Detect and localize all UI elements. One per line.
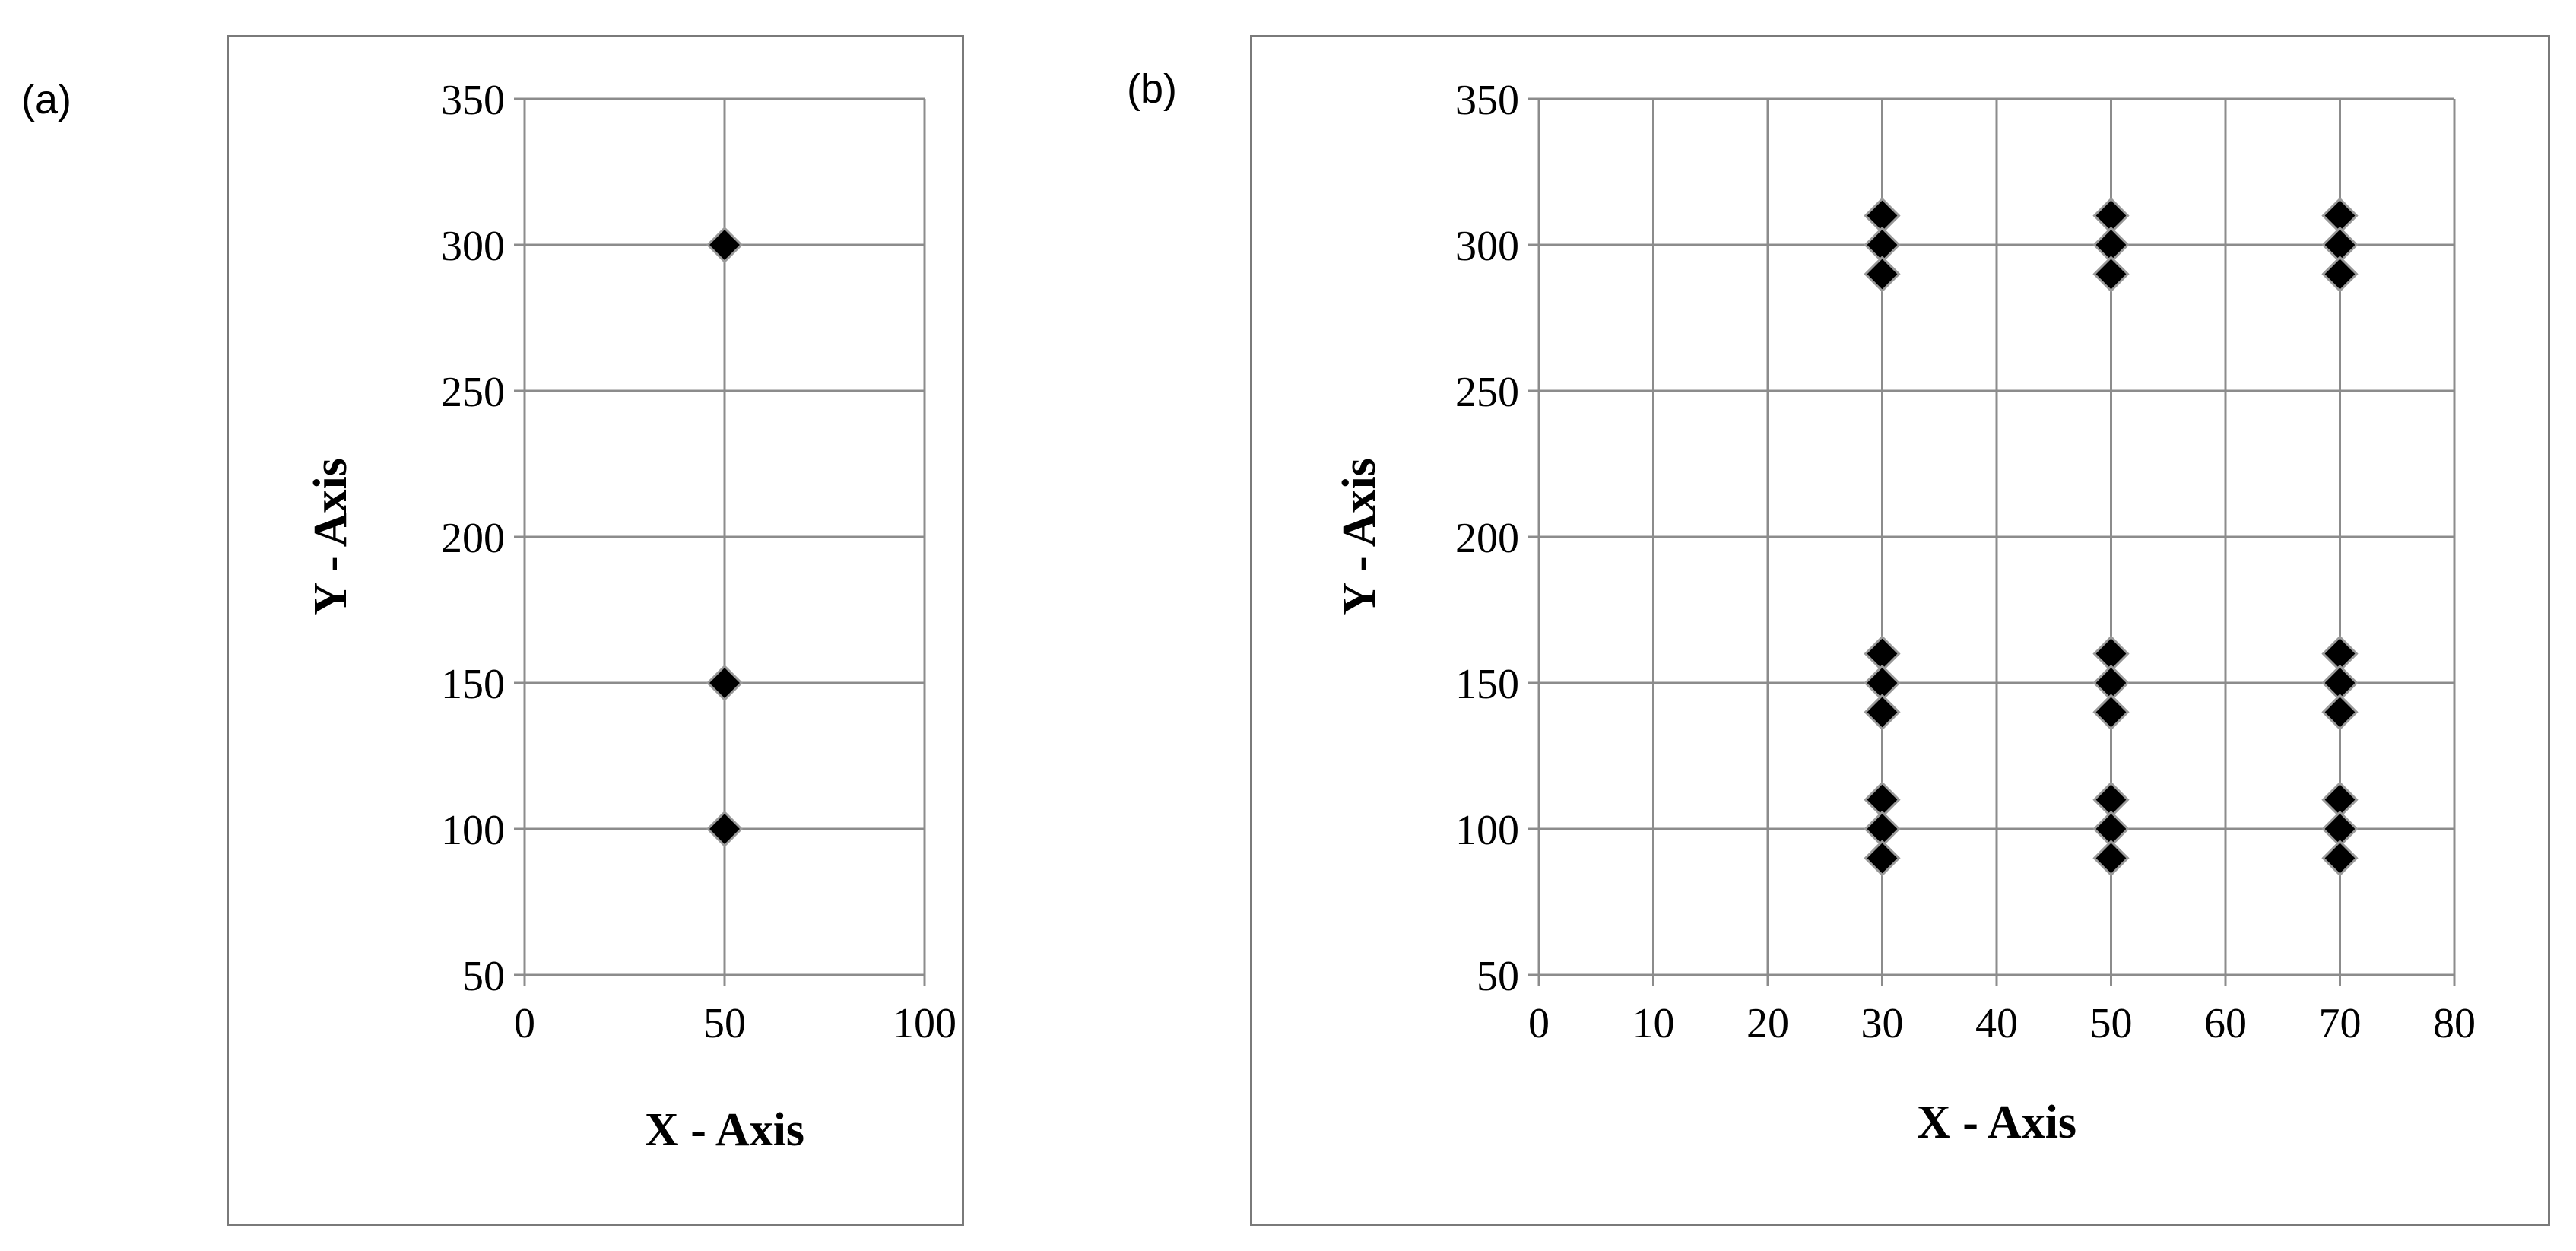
chart-a-xtick-label: 50 <box>703 1000 746 1047</box>
chart-b-xtick-label: 20 <box>1746 1000 1789 1047</box>
chart-a-x-axis-title: X - Axis <box>645 1104 804 1156</box>
chart-b-xtick-label: 50 <box>2090 1000 2133 1047</box>
chart-b-ytick-label: 100 <box>1455 807 1519 854</box>
chart-a-frame <box>227 35 964 1226</box>
chart-b-data-point <box>2092 840 2130 877</box>
chart-b-y-axis-title: Y - Axis <box>1334 458 1385 616</box>
chart-b-ytick-label: 350 <box>1455 77 1519 124</box>
chart-a-data-point <box>706 664 744 702</box>
chart-b-xtick-label: 80 <box>2433 1000 2476 1047</box>
chart-a-y-axis-title: Y - Axis <box>305 458 357 616</box>
panel-label-b: (b) <box>1127 66 1177 112</box>
chart-a-ytick-label: 300 <box>441 223 505 270</box>
chart-a-ytick-label: 100 <box>441 807 505 854</box>
chart-a-data-point <box>706 226 744 264</box>
panel-label-a: (a) <box>21 77 71 122</box>
chart-b-xtick-label: 0 <box>1528 1000 1550 1047</box>
chart-a-ytick-label: 350 <box>441 77 505 124</box>
chart-b-ytick-label: 250 <box>1455 369 1519 416</box>
chart-b-data-point <box>2092 256 2130 293</box>
chart-b-xtick-label: 60 <box>2204 1000 2247 1047</box>
chart-b-ytick-label: 200 <box>1455 515 1519 562</box>
chart-b-data-point <box>2321 694 2359 731</box>
chart-a-data-point <box>706 810 744 848</box>
chart-a-ytick-label: 50 <box>462 953 505 1000</box>
chart-b-x-axis-title: X - Axis <box>1917 1097 2076 1148</box>
chart-b-xtick-label: 40 <box>1975 1000 2018 1047</box>
chart-b-data-point <box>2092 694 2130 731</box>
chart-a-ytick-label: 250 <box>441 369 505 416</box>
chart-a-ytick-label: 150 <box>441 661 505 708</box>
chart-b-ytick-label: 300 <box>1455 223 1519 270</box>
chart-b-xtick-label: 30 <box>1861 1000 1904 1047</box>
chart-b-data-point <box>1864 256 1901 293</box>
chart-a-ytick-label: 200 <box>441 515 505 562</box>
chart-b-data-point <box>1864 694 1901 731</box>
chart-a-xtick-label: 0 <box>514 1000 535 1047</box>
chart-b-data-point <box>2321 840 2359 877</box>
chart-a-xtick-label: 100 <box>893 1000 956 1047</box>
chart-b-data-point <box>1864 840 1901 877</box>
chart-b-ytick-label: 150 <box>1455 661 1519 708</box>
chart-b-xtick-label: 10 <box>1632 1000 1675 1047</box>
chart-b-xtick-label: 70 <box>2319 1000 2362 1047</box>
chart-b-ytick-label: 50 <box>1477 953 1519 1000</box>
chart-b-data-point <box>2321 256 2359 293</box>
